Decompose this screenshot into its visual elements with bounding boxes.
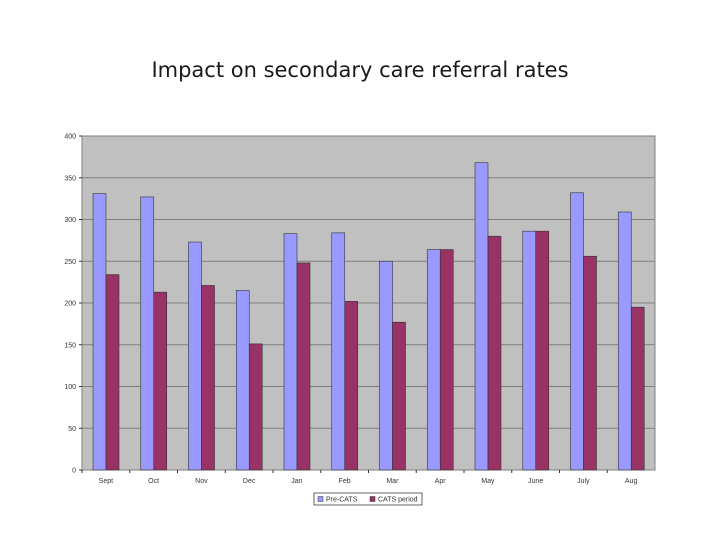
x-tick-label: Dec <box>243 478 256 485</box>
legend-swatch <box>317 496 324 502</box>
x-tick-label: Nov <box>195 478 208 485</box>
x-tick-label: Aug <box>625 478 638 485</box>
x-tick-label: Sept <box>99 478 113 485</box>
bar-cats-period-jan <box>296 262 311 471</box>
x-tick-label: Oct <box>148 478 159 485</box>
bar-pre-cats-june <box>522 230 537 471</box>
bar-cats-period-feb <box>344 301 359 471</box>
y-tick-label: 0 <box>72 468 76 475</box>
y-tick-label: 250 <box>64 259 76 266</box>
x-tick-label: Feb <box>339 478 351 485</box>
legend-swatch <box>369 496 376 502</box>
y-tick-label: 350 <box>64 175 76 182</box>
bar-pre-cats-oct <box>140 196 155 471</box>
bar-pre-cats-nov <box>188 241 202 471</box>
x-tick-label: Mar <box>386 478 399 485</box>
legend-label: Pre-CATS <box>326 497 358 504</box>
x-tick-label: May <box>481 478 495 485</box>
bar-cats-period-apr <box>439 249 454 471</box>
y-tick-label: 200 <box>64 301 76 308</box>
legend <box>313 492 423 506</box>
bar-pre-cats-sept <box>92 193 107 471</box>
bar-cats-period-june <box>535 230 550 471</box>
x-tick-label: Apr <box>435 478 447 485</box>
chart-title: Impact on secondary care referral rates <box>151 58 569 82</box>
bar-cats-period-nov <box>201 285 215 471</box>
y-tick-label: 300 <box>64 217 76 224</box>
y-tick-label: 400 <box>64 134 76 141</box>
x-tick-label: June <box>528 478 543 485</box>
bar-pre-cats-feb <box>331 232 346 471</box>
bar-pre-cats-aug <box>617 211 632 471</box>
bar-pre-cats-mar <box>379 260 393 471</box>
bar-pre-cats-jan <box>283 233 298 471</box>
bar-pre-cats-apr <box>426 249 441 471</box>
bar-cats-period-oct <box>153 291 168 471</box>
legend-label: CATS period <box>378 497 418 504</box>
y-tick-label: 150 <box>64 342 76 349</box>
bar-cats-period-mar <box>392 321 406 471</box>
bar-pre-cats-may <box>474 162 489 471</box>
bar-cats-period-july <box>583 255 597 471</box>
y-tick-label: 100 <box>64 384 76 391</box>
x-tick-label: July <box>577 478 590 485</box>
bar-pre-cats-dec <box>235 290 250 471</box>
x-tick-label: Jan <box>291 478 302 485</box>
y-tick-label: 50 <box>68 426 76 433</box>
bar-cats-period-dec <box>248 343 263 471</box>
bar-cats-period-may <box>487 235 502 471</box>
bar-cats-period-aug <box>630 306 645 471</box>
bar-pre-cats-july <box>570 192 584 471</box>
bar-cats-period-sept <box>105 274 120 471</box>
